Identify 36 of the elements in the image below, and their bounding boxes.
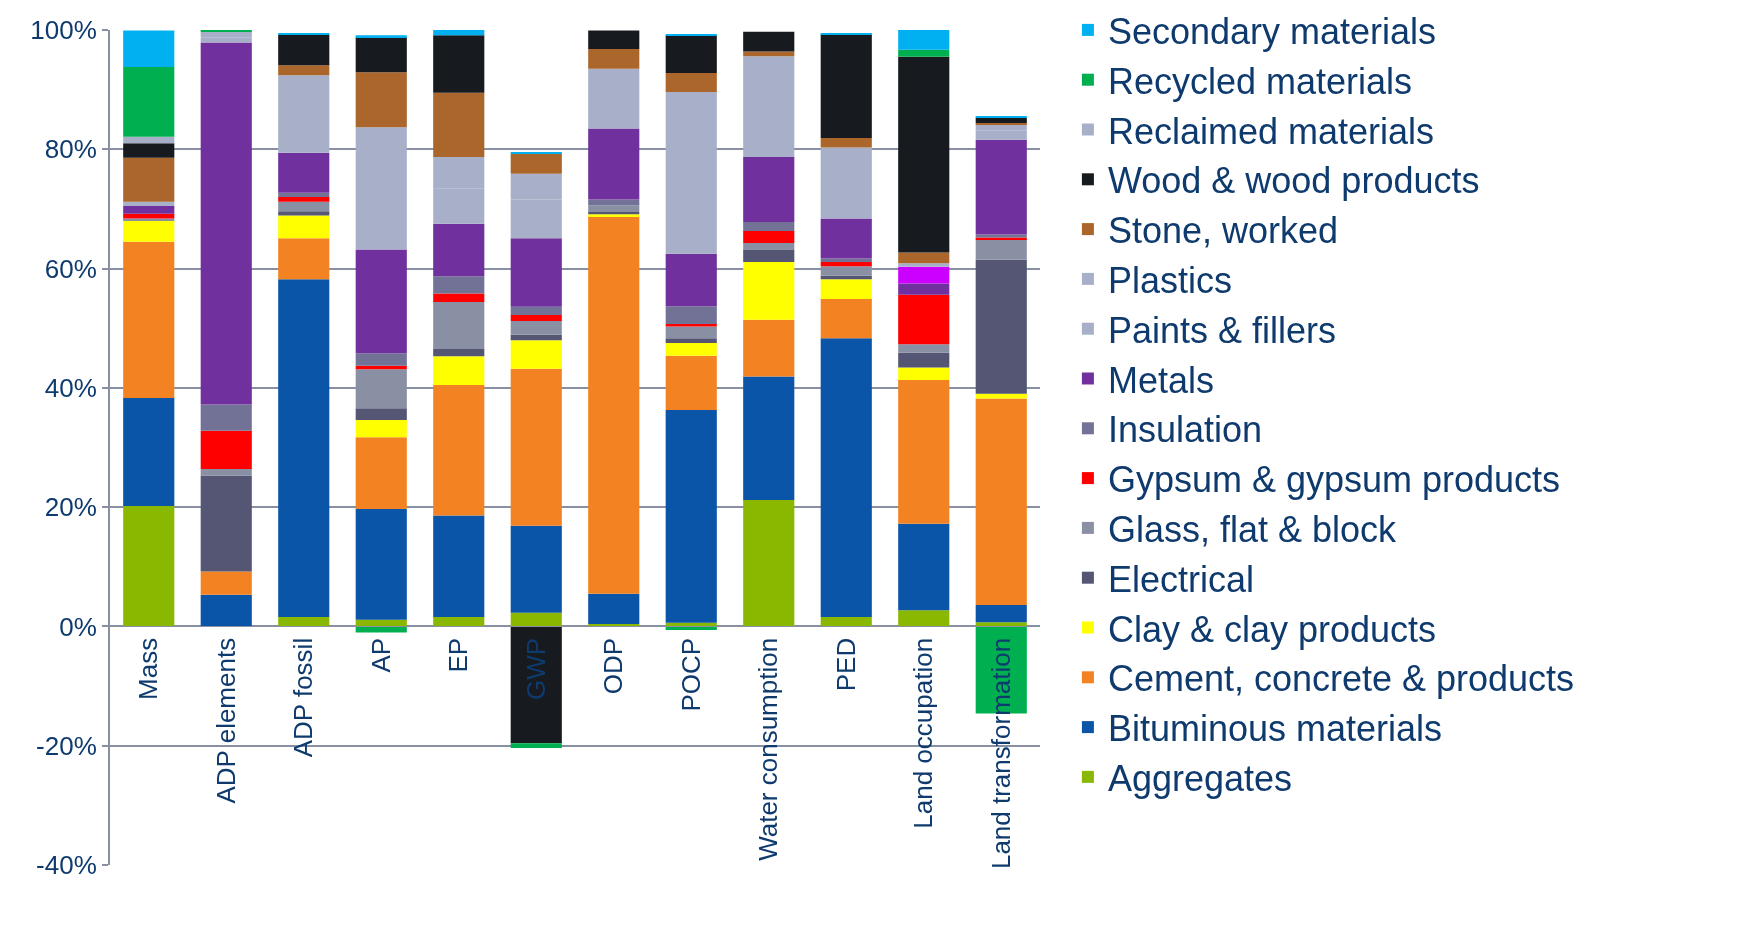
y-tick-label: 60% bbox=[44, 253, 97, 284]
legend-label: Electrical bbox=[1107, 558, 1254, 600]
legend-label: Plastics bbox=[1107, 259, 1232, 301]
legend-label: Stone, worked bbox=[1107, 210, 1339, 252]
legend-label: Wood & wood products bbox=[1107, 160, 1480, 202]
x-tick-label: Water consumption bbox=[753, 637, 784, 861]
legend-label: Metals bbox=[1107, 359, 1214, 401]
x-tick-label: AP bbox=[365, 637, 396, 673]
y-tick-label: 100% bbox=[30, 15, 97, 46]
legend-label: Paints & fillers bbox=[1107, 309, 1336, 351]
y-tick-label: -40% bbox=[36, 850, 97, 881]
x-tick-label: ODP bbox=[598, 637, 629, 695]
x-tick-label: Mass bbox=[133, 637, 164, 700]
x-tick-label: ADP fossil bbox=[288, 637, 319, 758]
legend-label: Recycled materials bbox=[1107, 60, 1413, 102]
y-tick-label: 20% bbox=[44, 492, 97, 523]
legend-label: Cement, concrete & products bbox=[1107, 658, 1575, 700]
y-tick-label: 0% bbox=[59, 611, 97, 642]
y-tick-label: 40% bbox=[44, 372, 97, 403]
legend-label: Reclaimed materials bbox=[1107, 110, 1435, 152]
legend-label: Clay & clay products bbox=[1107, 608, 1437, 650]
x-tick-label: GWP bbox=[520, 637, 551, 700]
y-tick-label: -20% bbox=[36, 730, 97, 761]
x-tick-label: Land occupation bbox=[908, 637, 939, 829]
y-tick-label: 80% bbox=[44, 134, 97, 165]
legend-label: Bituminous materials bbox=[1107, 708, 1443, 750]
legend-label: Aggregates bbox=[1107, 757, 1293, 799]
legend-label: Glass, flat & block bbox=[1107, 508, 1398, 550]
x-tick-label: POCP bbox=[675, 637, 706, 712]
x-tick-label: PED bbox=[830, 637, 861, 692]
legend-label: Insulation bbox=[1107, 409, 1263, 451]
legend-label: Secondary materials bbox=[1107, 10, 1437, 52]
x-tick-label: Land transformation bbox=[985, 637, 1016, 870]
legend-label: Gypsum & gypsum products bbox=[1107, 459, 1561, 501]
x-tick-label: ADP elements bbox=[210, 637, 241, 804]
x-tick-label: EP bbox=[443, 637, 474, 673]
